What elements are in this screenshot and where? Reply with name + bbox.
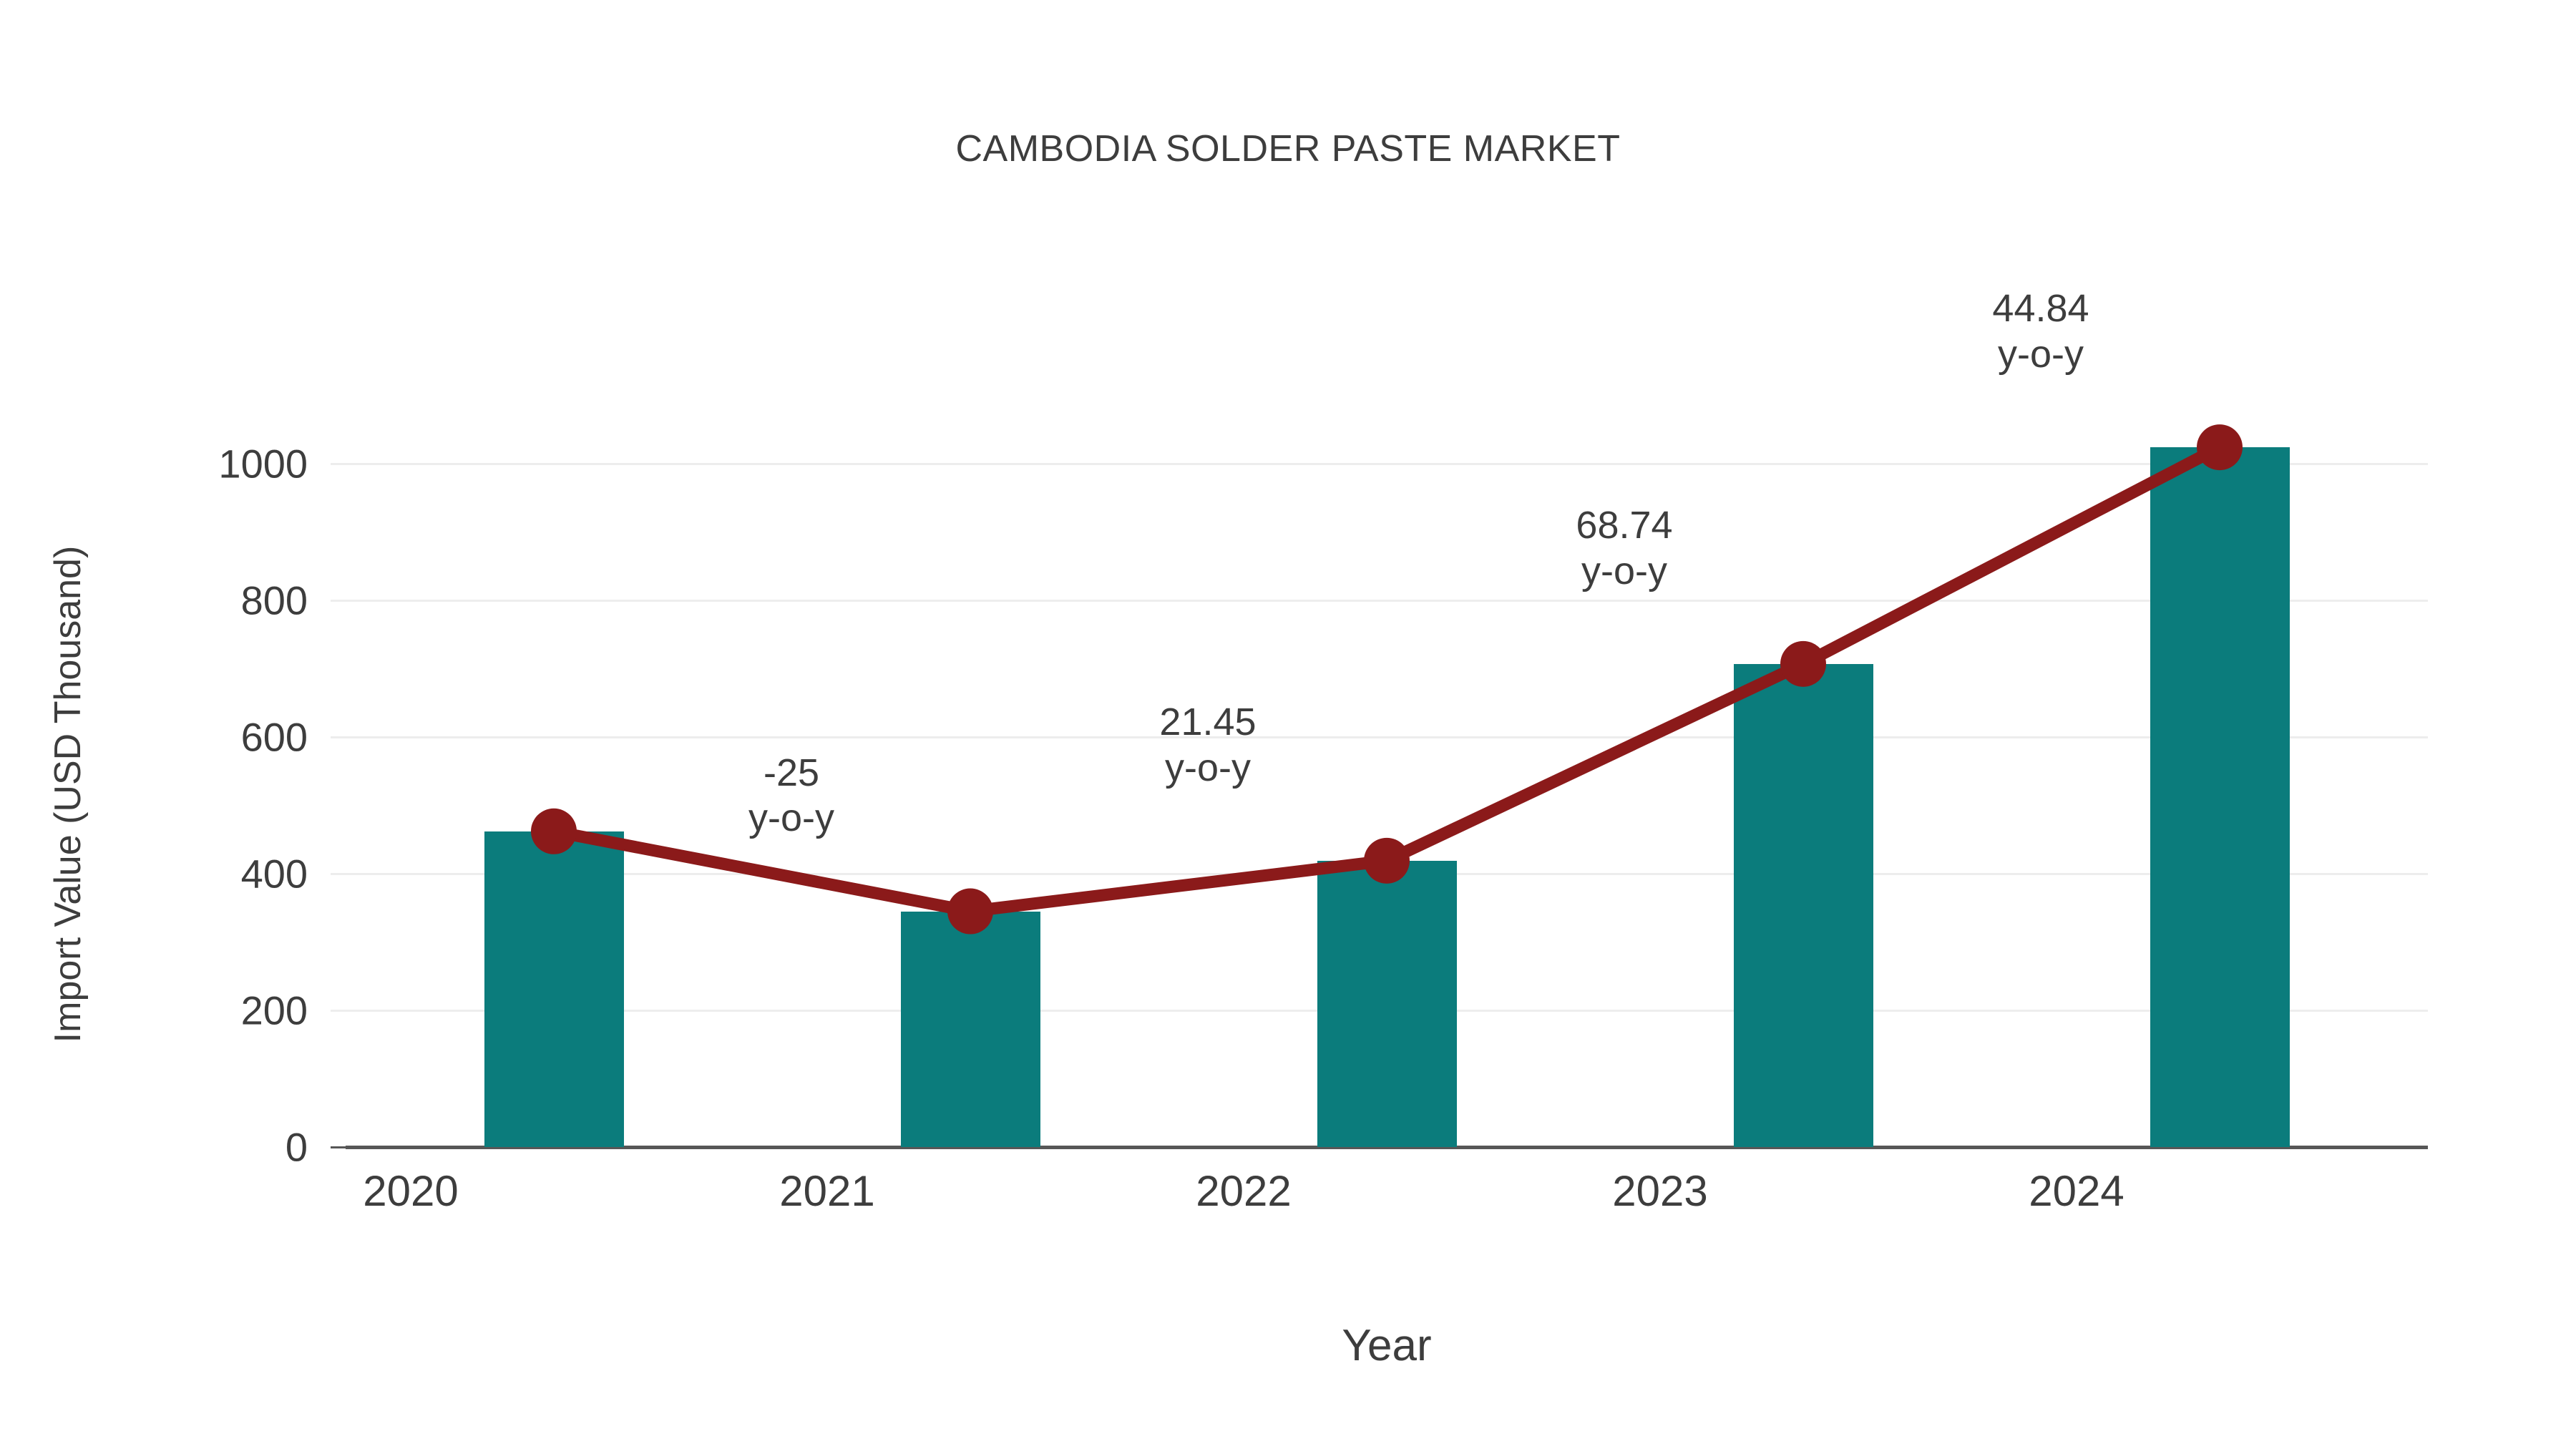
y-tick-mark bbox=[331, 463, 346, 465]
bar bbox=[484, 831, 624, 1147]
y-tick-mark bbox=[331, 600, 346, 602]
x-axis-tick-label: 2022 bbox=[1196, 1167, 1292, 1215]
y-axis-tick-label: 0 bbox=[285, 1124, 308, 1170]
y-axis-tick-label: 600 bbox=[240, 714, 308, 760]
annotation-label: 21.45 y-o-y bbox=[1029, 700, 1387, 791]
gridline bbox=[346, 463, 2428, 465]
annotation-suffix: y-o-y bbox=[1998, 332, 2084, 376]
annotation-suffix: y-o-y bbox=[748, 796, 834, 840]
annotation-suffix: y-o-y bbox=[1165, 746, 1251, 789]
annotation-label: 44.84 y-o-y bbox=[1862, 286, 2220, 377]
bar bbox=[900, 911, 1040, 1147]
bar bbox=[1317, 860, 1457, 1147]
annotation-suffix: y-o-y bbox=[1581, 549, 1667, 592]
bar bbox=[2150, 447, 2290, 1147]
y-tick-mark bbox=[331, 736, 346, 738]
y-tick-mark bbox=[331, 873, 346, 875]
chart-title: CAMBODIA SOLDER PASTE MARKET bbox=[955, 128, 1621, 170]
y-tick-mark bbox=[331, 1010, 346, 1012]
x-axis-title: Year bbox=[1342, 1321, 1432, 1370]
y-axis-tick-label: 200 bbox=[240, 987, 308, 1033]
annotation-label: 68.74 y-o-y bbox=[1445, 503, 1803, 594]
annotation-value: -25 bbox=[763, 751, 820, 794]
annotation-label: -25 y-o-y bbox=[613, 751, 970, 841]
x-axis-tick-label: 2024 bbox=[2029, 1167, 2124, 1215]
trend-line bbox=[547, 441, 2226, 918]
y-axis-tick-label: 1000 bbox=[218, 441, 308, 487]
gridline bbox=[346, 600, 2428, 602]
gridline bbox=[346, 736, 2428, 738]
x-axis-tick-label: 2020 bbox=[363, 1167, 459, 1215]
annotation-value: 68.74 bbox=[1576, 503, 1673, 547]
bar bbox=[1733, 663, 1873, 1147]
x-axis-line bbox=[346, 1146, 2428, 1149]
annotation-value: 44.84 bbox=[1992, 287, 2089, 331]
x-axis-tick-label: 2021 bbox=[779, 1167, 875, 1215]
y-axis-tick-label: 800 bbox=[240, 577, 308, 623]
x-axis-tick-label: 2023 bbox=[1612, 1167, 1708, 1215]
annotation-value: 21.45 bbox=[1159, 700, 1257, 743]
y-axis-tick-label: 400 bbox=[240, 851, 308, 897]
y-tick-mark bbox=[331, 1146, 346, 1148]
